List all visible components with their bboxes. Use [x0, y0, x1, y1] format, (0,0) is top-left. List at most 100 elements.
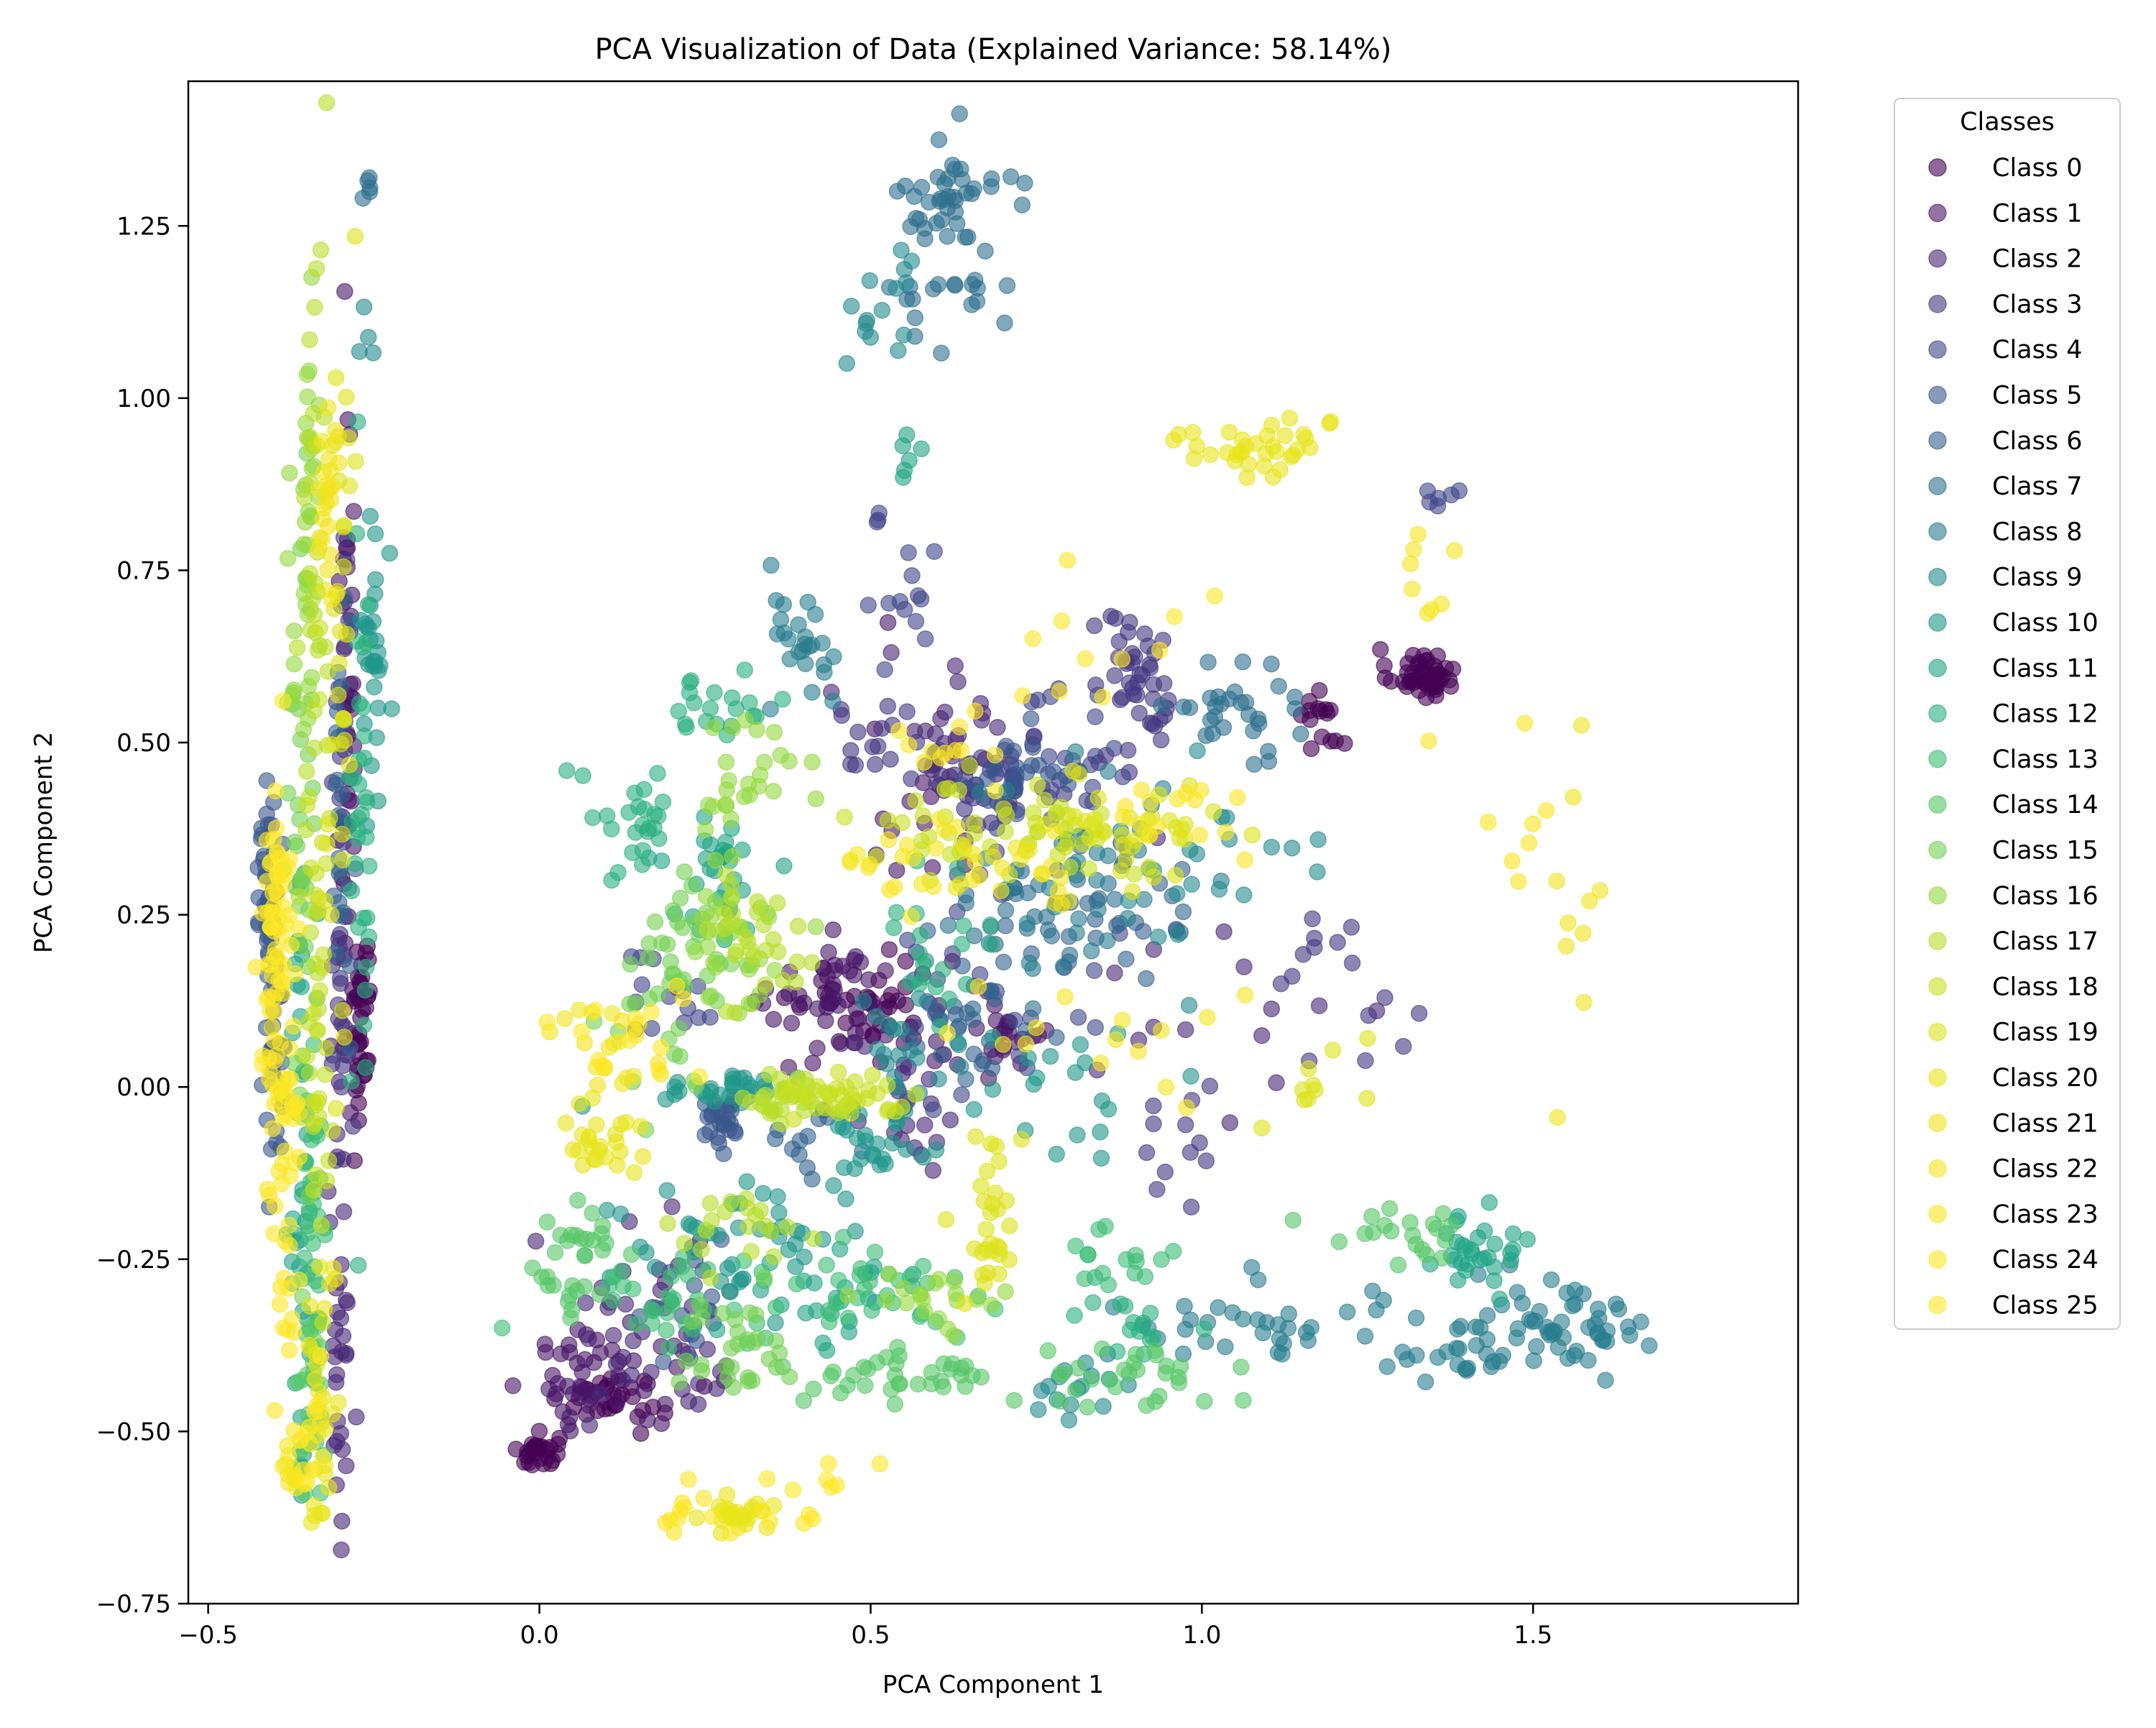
scatter-point: [642, 1364, 660, 1381]
scatter-point: [365, 678, 383, 696]
scatter-point: [713, 1109, 730, 1127]
scatter-point: [1217, 1338, 1234, 1356]
legend-marker: [1928, 431, 1947, 450]
scatter-point: [722, 1525, 740, 1542]
scatter-point: [895, 326, 913, 344]
scatter-point: [986, 746, 1004, 764]
scatter-point: [779, 1086, 796, 1104]
scatter-point: [570, 1001, 588, 1019]
scatter-point: [254, 1047, 272, 1065]
scatter-point: [1199, 653, 1217, 671]
scatter-point: [1376, 657, 1393, 674]
scatter-point: [927, 840, 944, 857]
scatter-point: [635, 1382, 653, 1400]
scatter-point: [706, 684, 723, 702]
scatter-point: [597, 1234, 614, 1252]
scatter-point: [1309, 831, 1327, 848]
legend-item-label: Class 10: [1992, 609, 2099, 638]
scatter-point: [344, 1118, 361, 1135]
scatter-point: [280, 1280, 297, 1297]
scatter-point: [1484, 1353, 1502, 1371]
scatter-point: [1082, 942, 1100, 960]
scatter-point: [673, 1258, 691, 1275]
scatter-point: [1060, 1411, 1078, 1429]
scatter-point: [977, 1221, 995, 1238]
scatter-point: [1087, 1019, 1104, 1037]
scatter-point: [1174, 903, 1192, 921]
scatter-point: [677, 1352, 695, 1370]
scatter-point: [275, 899, 292, 916]
scatter-point: [1564, 1297, 1581, 1315]
scatter-point: [824, 692, 842, 710]
scatter-point: [1259, 743, 1277, 760]
scatter-point: [1028, 1019, 1045, 1037]
scatter-point: [355, 298, 373, 316]
scatter-point: [320, 450, 338, 467]
scatter-point: [989, 1200, 1007, 1218]
scatter-point: [670, 1019, 688, 1037]
scatter-point: [1097, 1218, 1114, 1235]
scatter-point: [898, 703, 916, 720]
scatter-point: [349, 1256, 367, 1274]
scatter-point: [658, 1321, 675, 1339]
scatter-point: [364, 344, 382, 362]
legend-item-label: Class 4: [1992, 336, 2082, 364]
scatter-point: [320, 1152, 338, 1169]
scatter-point: [880, 941, 898, 958]
scatter-point: [316, 638, 334, 656]
scatter-point: [858, 1090, 876, 1107]
scatter-point: [879, 812, 897, 829]
scatter-point: [1116, 1297, 1134, 1315]
legend-marker: [1928, 1250, 1947, 1269]
scatter-point: [1182, 1067, 1199, 1085]
scatter-point: [903, 908, 920, 925]
scatter-point: [940, 991, 958, 1008]
scatter-point: [1221, 1114, 1239, 1131]
scatter-point: [998, 277, 1016, 295]
scatter-point: [1548, 872, 1565, 890]
scatter-point: [320, 1479, 338, 1497]
scatter-point: [1130, 1042, 1147, 1060]
scatter-point: [949, 673, 967, 691]
scatter-point: [877, 1155, 894, 1172]
scatter-point: [987, 1137, 1005, 1155]
y-tick-label: 1.25: [116, 212, 171, 241]
scatter-point: [916, 630, 934, 648]
scatter-point: [932, 749, 949, 767]
scatter-point: [1046, 823, 1064, 840]
scatter-point: [1478, 1307, 1496, 1324]
scatter-point: [313, 1216, 330, 1234]
scatter-point: [1077, 650, 1094, 668]
scatter-point: [883, 644, 900, 661]
scatter-point: [913, 832, 931, 850]
legend-marker: [1928, 1205, 1947, 1223]
scatter-point: [937, 1211, 955, 1228]
scatter-point: [1510, 873, 1527, 891]
scatter-point: [1401, 1213, 1419, 1231]
scatter-point: [592, 1386, 609, 1403]
scatter-point: [1128, 1252, 1145, 1270]
scatter-point: [1549, 1108, 1566, 1126]
scatter-point: [1148, 817, 1166, 835]
scatter-point: [1270, 677, 1288, 695]
scatter-point: [1072, 1036, 1089, 1054]
scatter-point: [286, 1154, 303, 1172]
scatter-point: [310, 691, 328, 709]
scatter-point: [839, 1377, 857, 1394]
scatter-point: [275, 1319, 292, 1336]
scatter-point: [706, 958, 724, 976]
scatter-point: [704, 1508, 722, 1525]
scatter-point: [965, 1100, 983, 1118]
scatter-point: [1064, 762, 1082, 780]
scatter-point: [1052, 799, 1070, 816]
scatter-point: [1069, 1008, 1087, 1026]
scatter-point: [890, 722, 908, 740]
scatter-point: [1048, 1145, 1065, 1163]
scatter-point: [757, 976, 774, 993]
scatter-point: [914, 1257, 932, 1275]
scatter-point: [300, 1064, 318, 1082]
scatter-point: [946, 275, 964, 293]
scatter-point: [1410, 1005, 1428, 1022]
scatter-point: [1100, 1100, 1118, 1118]
scatter-point: [987, 1184, 1004, 1202]
